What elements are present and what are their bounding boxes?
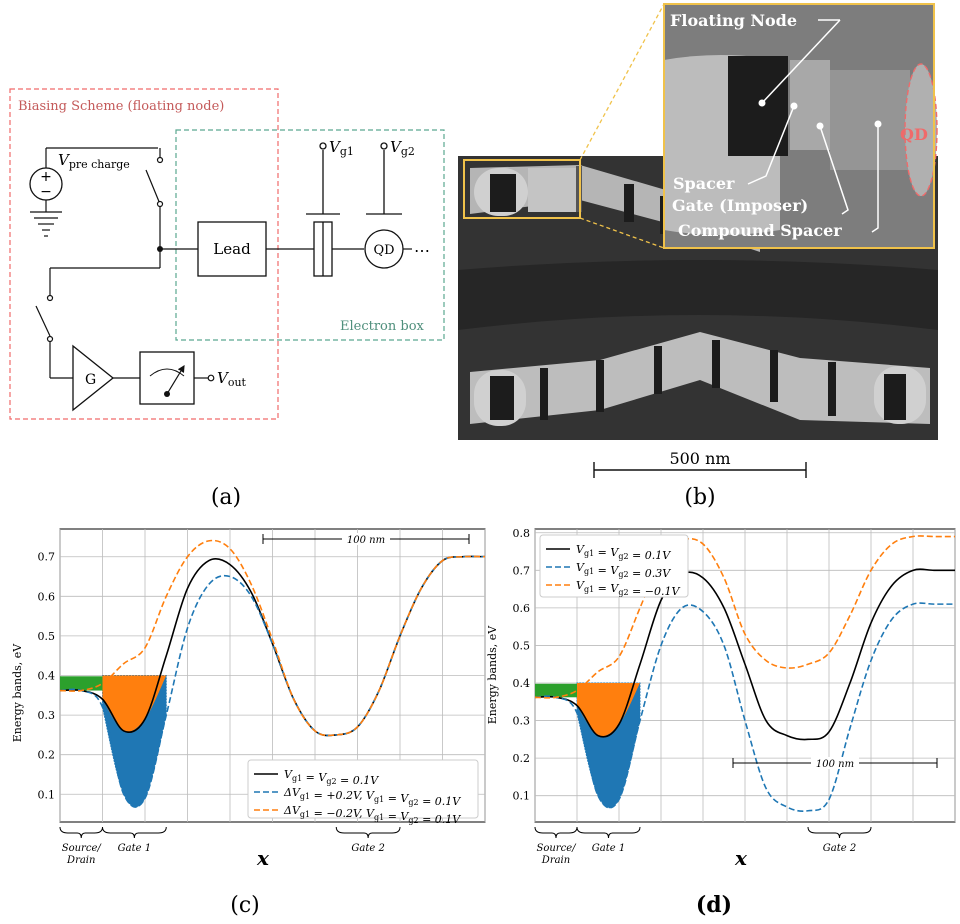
y-tick-label: 0.3 (38, 709, 56, 722)
quantum-dot-icon (364, 142, 404, 269)
legend-entry: Vg1 = Vg2 = 0.3V (576, 561, 671, 580)
y-tick-label: 0.6 (38, 590, 56, 603)
y-tick-label: 0.2 (513, 752, 531, 765)
legend-box (247, 759, 479, 819)
qd-inset-label: QD (900, 125, 928, 144)
panel-d-xlabel: x (734, 846, 748, 870)
vg1-label: Vg1 (329, 138, 354, 158)
panel-a-circuit: Biasing Scheme (floating node) Electron … (9, 88, 445, 510)
scale-bar-label-bg (811, 757, 859, 769)
precharge-switch-icon (145, 148, 164, 268)
region-label: Gate 2 (351, 843, 384, 854)
compound-spacer-label: Compound Spacer (678, 221, 842, 240)
y-tick-label: 0.4 (513, 677, 531, 690)
region-label: Gate 2 (823, 843, 856, 854)
region-brace (335, 826, 401, 839)
biasing-scheme-title: Biasing Scheme (floating node) (18, 99, 224, 114)
series-line-3 (59, 539, 486, 737)
panel-d-chart: Energy bands, eV 0.1 0.2 0.3 0.4 0.5 0.6 0.7 0.… (486, 527, 956, 866)
series-line-1 (59, 555, 486, 737)
region-label: Drain (66, 855, 95, 866)
floating-node-label: Floating Node (670, 11, 797, 30)
y-tick-label: 0.4 (38, 670, 56, 683)
scale-bar-label: 100 nm (816, 759, 854, 770)
legend-box (539, 534, 689, 598)
y-tick-label: 0.1 (38, 788, 56, 801)
region-brace (576, 826, 641, 839)
zoom-inset (663, 3, 938, 249)
ellipsis: ⋯ (414, 241, 430, 260)
region-label: Drain (541, 855, 570, 866)
region-brace (102, 826, 167, 839)
electron-fill-orange (102, 675, 167, 732)
reservoir-fill-green (535, 683, 577, 698)
y-tick-label: 0.8 (513, 527, 531, 540)
voltage-source-icon: + − (29, 148, 63, 212)
readout-switch-icon (35, 294, 73, 379)
spacer-label: Spacer (673, 174, 735, 193)
y-tick-label: 0.7 (513, 564, 531, 577)
legend-entry: Vg1 = Vg2 = −0.1V (576, 579, 680, 598)
region-label: Gate 1 (118, 843, 151, 854)
panel-c-label: (c) (230, 893, 260, 918)
panel-c-ylabel: Energy bands, eV (11, 643, 24, 743)
svg-text:G: G (85, 372, 96, 388)
gate-imposer-label: Gate (Imposer) (672, 196, 808, 215)
lower-nanowire (470, 332, 930, 424)
scale-bar-label: 500 nm (669, 449, 730, 468)
legend-entry: ΔVg1 = +0.2V, Vg1 = Vg2 = 0.1V (283, 786, 461, 808)
biasing-scheme-box (9, 88, 279, 420)
tunnel-junction-icon (306, 142, 340, 277)
panel-d-label: (d) (696, 892, 732, 918)
legend-entry: Vg1 = Vg2 = 0.1V (576, 543, 671, 562)
y-tick-label: 0.5 (38, 630, 56, 643)
lead-label: Lead (213, 240, 251, 258)
meter-icon (139, 351, 215, 405)
region-brace (807, 826, 872, 839)
scale-bar-label: 100 nm (347, 535, 385, 546)
region-label: Source/ (537, 843, 578, 854)
panel-c-chart: Energy bands, eV 0.1 0.2 0.3 0.4 0.5 0.6 0.7 Vg… (11, 528, 486, 866)
y-tick-label: 0.5 (513, 639, 531, 652)
legend-entry: ΔVg1 = −0.2V, Vg1 = Vg2 = 0.1V (283, 804, 461, 826)
svg-text:−: − (40, 184, 52, 200)
y-tick-label: 0.6 (513, 602, 531, 615)
electron-box-label: Electron box (340, 319, 425, 334)
region-label: Source/ (62, 843, 103, 854)
y-tick-label: 0.1 (513, 790, 531, 803)
y-tick-label: 0.3 (513, 715, 531, 728)
y-tick-label: 0.2 (38, 749, 56, 762)
series-line-2 (534, 602, 955, 812)
zoom-region-box (463, 159, 581, 219)
electron-box (175, 129, 445, 341)
panel-b-sem: Floating Node QD Spacer Gate (Imposer) C… (458, 3, 938, 510)
panel-d-ylabel: Energy bands, eV (486, 625, 499, 725)
legend-entry: Vg1 = Vg2 = 0.1V (284, 768, 379, 787)
panel-c-xlabel: x (256, 846, 270, 870)
v-out-label: Vout (217, 369, 247, 389)
vg2-label: Vg2 (390, 138, 415, 158)
amplifier-icon: G (72, 344, 140, 412)
y-tick-label: 0.7 (38, 551, 56, 564)
qd-label: QD (373, 243, 394, 258)
electron-fill-orange (577, 683, 640, 737)
svg-text:+: + (40, 169, 52, 185)
region-label: Gate 1 (592, 843, 625, 854)
region-brace (59, 826, 103, 839)
region-brace (534, 826, 578, 839)
series-line-3 (534, 535, 955, 699)
scale-bar (593, 462, 807, 478)
scale-bar-label-bg (342, 533, 390, 545)
panel-a-label: (a) (211, 485, 241, 510)
ground-icon (30, 211, 62, 237)
v-precharge-label: Vpre charge (58, 151, 130, 171)
panel-b-label: (b) (684, 485, 715, 510)
series-line-1 (534, 568, 956, 741)
lead-box (197, 221, 267, 277)
reservoir-fill-green (60, 676, 103, 691)
